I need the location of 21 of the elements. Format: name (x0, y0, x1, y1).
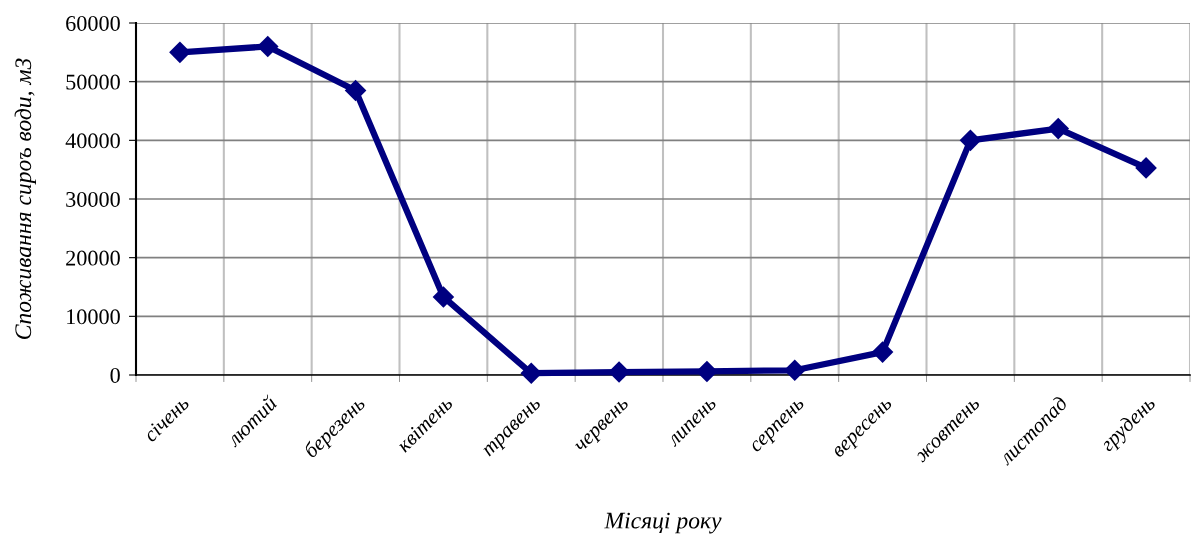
y-axis-title: Споживання сироъ води, м3 (14, 58, 36, 340)
point (432, 286, 455, 308)
point (256, 35, 279, 58)
point (783, 359, 806, 382)
point (696, 360, 718, 383)
y-tick-label: 30000 (66, 191, 120, 207)
point (608, 361, 630, 383)
y-tick-label: 10000 (67, 309, 120, 325)
point (169, 41, 191, 64)
point (1047, 117, 1070, 140)
y-tick-label: 40000 (65, 133, 120, 149)
point (520, 362, 543, 385)
point (959, 129, 982, 152)
y-tick-label: 60000 (66, 15, 120, 31)
point (1135, 157, 1157, 179)
y-tick-label: 0 (110, 367, 120, 383)
y-tick-label: 20000 (66, 250, 120, 266)
point (871, 341, 894, 363)
y-tick-label: 50000 (66, 74, 120, 90)
x-axis-title: Місяці року (604, 512, 722, 534)
point (344, 79, 367, 102)
